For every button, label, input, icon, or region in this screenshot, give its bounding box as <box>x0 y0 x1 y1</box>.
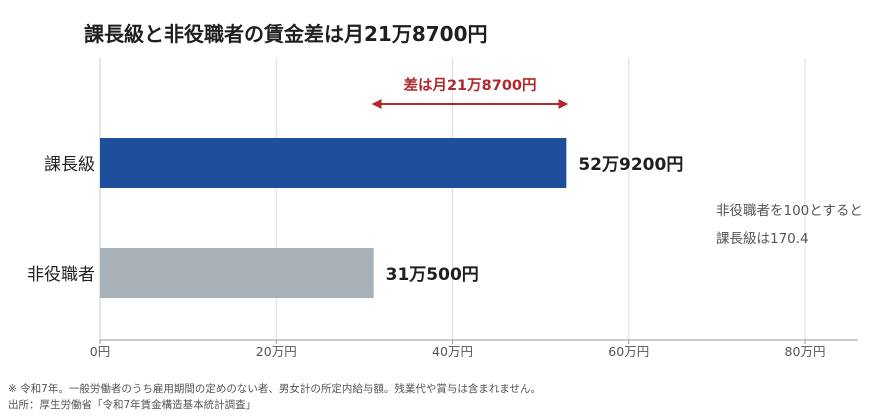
x-tick-label: 40万円 <box>432 344 473 359</box>
x-tick-label: 80万円 <box>785 344 826 359</box>
footnote-source: 出所：厚生労働省「令和7年賃金構造基本統計調査」 <box>8 399 257 411</box>
x-axis: 0円 20万円 40万円 60万円 80万円 <box>90 58 858 359</box>
x-tick-label: 20万円 <box>256 344 297 359</box>
x-tick-label: 60万円 <box>608 344 649 359</box>
bars <box>100 138 567 298</box>
footnotes: ※ 令和7年。一般労働者のうち雇用期間の定めのない者、男女計の所定内給与額。残業… <box>8 381 541 413</box>
bar-1 <box>100 138 567 188</box>
ratio-note-line-1: 非役職者を100とすると <box>716 203 863 219</box>
category-label: 非役職者 <box>27 265 95 285</box>
category-label: 課長級 <box>44 155 95 175</box>
data-label: 52万9200円 <box>578 155 683 175</box>
ratio-note-line-2: 課長級は170.4 <box>716 231 809 247</box>
data-label: 31万500円 <box>386 265 479 285</box>
difference-annotation: 差は月21万8700円 <box>371 76 569 109</box>
x-tick-label: 0円 <box>90 344 110 359</box>
chart-title: 課長級と非役職者の賃金差は月21万8700円 <box>84 22 488 46</box>
value-labels: 52万9200円 31万500円 <box>386 155 684 285</box>
ratio-note: 非役職者を100とすると 課長級は170.4 <box>716 197 863 253</box>
footnote-note: ※ 令和7年。一般労働者のうち雇用期間の定めのない者、男女計の所定内給与額。残業… <box>8 383 541 395</box>
bar-2 <box>100 248 374 298</box>
difference-label: 差は月21万8700円 <box>403 76 536 94</box>
